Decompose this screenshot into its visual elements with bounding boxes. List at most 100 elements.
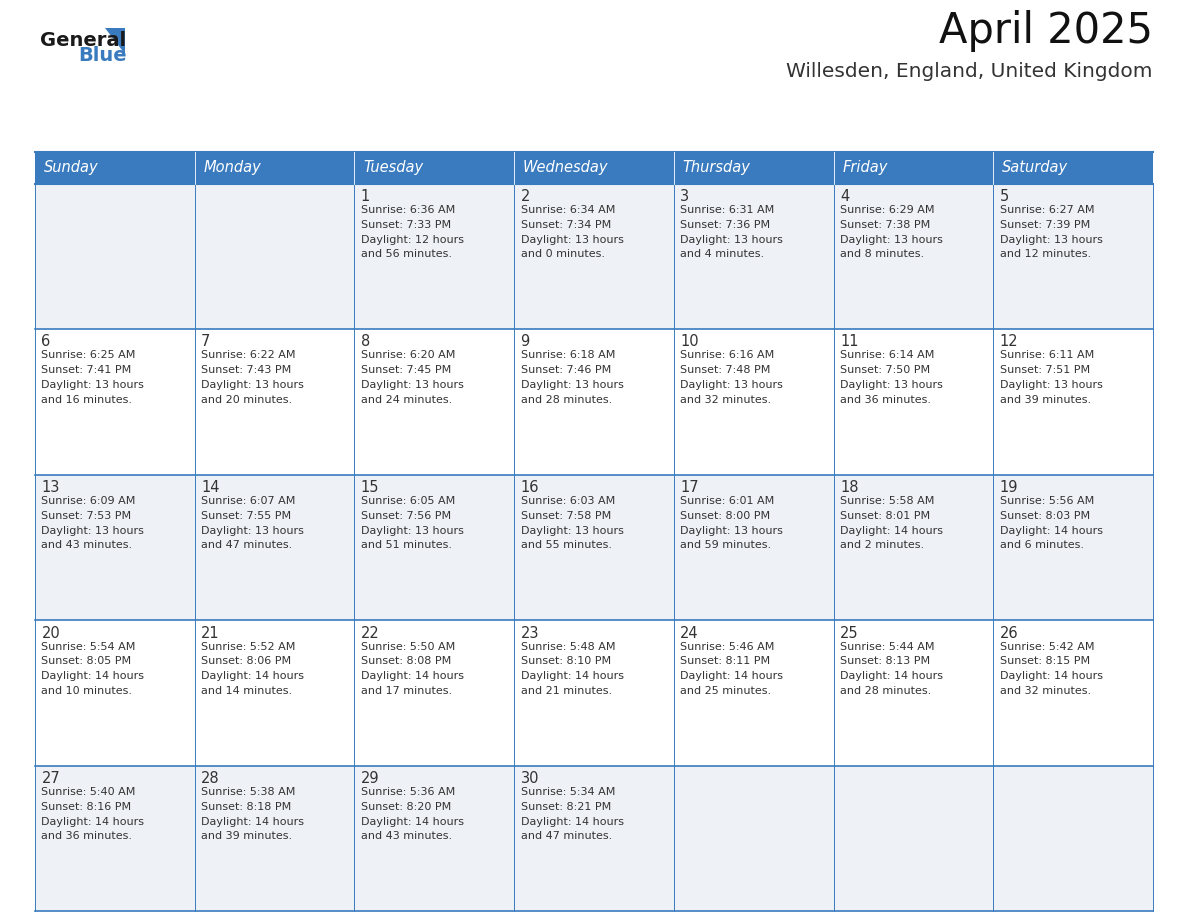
Bar [993,766,1154,911]
Text: and 39 minutes.: and 39 minutes. [999,395,1091,405]
Text: Willesden, England, United Kingdom: Willesden, England, United Kingdom [786,62,1154,81]
Bar [34,329,195,475]
Bar [34,475,195,620]
Text: 24: 24 [681,625,699,641]
Text: and 32 minutes.: and 32 minutes. [999,686,1091,696]
Text: Daylight: 13 hours: Daylight: 13 hours [681,235,783,244]
Bar [834,184,993,329]
Text: Daylight: 14 hours: Daylight: 14 hours [520,817,624,826]
Text: Sunset: 7:43 PM: Sunset: 7:43 PM [201,365,291,375]
Text: Sunset: 7:36 PM: Sunset: 7:36 PM [681,219,770,230]
Text: Sunset: 8:18 PM: Sunset: 8:18 PM [201,801,291,812]
Text: Sunset: 7:50 PM: Sunset: 7:50 PM [840,365,930,375]
Bar [834,620,993,766]
Text: Daylight: 14 hours: Daylight: 14 hours [42,671,145,681]
Bar [514,152,674,184]
Text: Daylight: 13 hours: Daylight: 13 hours [840,380,943,390]
Bar [514,184,674,329]
Bar [674,329,834,475]
Bar [674,475,834,620]
Text: Sunset: 7:56 PM: Sunset: 7:56 PM [361,510,451,521]
Text: and 39 minutes.: and 39 minutes. [201,832,292,842]
Text: Daylight: 14 hours: Daylight: 14 hours [42,817,145,826]
Text: 25: 25 [840,625,859,641]
Text: Daylight: 13 hours: Daylight: 13 hours [361,526,463,535]
Text: Sunrise: 6:25 AM: Sunrise: 6:25 AM [42,351,135,361]
Text: Sunrise: 5:38 AM: Sunrise: 5:38 AM [201,787,296,797]
Text: and 12 minutes.: and 12 minutes. [999,250,1091,260]
Text: Daylight: 14 hours: Daylight: 14 hours [361,671,463,681]
Text: Sunrise: 6:18 AM: Sunrise: 6:18 AM [520,351,615,361]
Text: Sunset: 7:53 PM: Sunset: 7:53 PM [42,510,132,521]
Bar [993,184,1154,329]
Text: Sunset: 8:15 PM: Sunset: 8:15 PM [999,656,1089,666]
Text: and 25 minutes.: and 25 minutes. [681,686,771,696]
Text: 3: 3 [681,189,689,204]
Text: Saturday: Saturday [1001,161,1068,175]
Bar [834,152,993,184]
Polygon shape [106,28,126,54]
Text: and 24 minutes.: and 24 minutes. [361,395,453,405]
Text: Daylight: 13 hours: Daylight: 13 hours [42,380,144,390]
Text: Wednesday: Wednesday [523,161,608,175]
Bar [514,475,674,620]
Text: and 16 minutes.: and 16 minutes. [42,395,132,405]
Bar [674,184,834,329]
Text: Sunset: 8:21 PM: Sunset: 8:21 PM [520,801,611,812]
Text: and 4 minutes.: and 4 minutes. [681,250,764,260]
Text: Sunrise: 5:40 AM: Sunrise: 5:40 AM [42,787,135,797]
Text: 11: 11 [840,334,859,350]
Text: Sunset: 8:06 PM: Sunset: 8:06 PM [201,656,291,666]
Text: and 59 minutes.: and 59 minutes. [681,541,771,551]
Text: Daylight: 14 hours: Daylight: 14 hours [840,671,943,681]
Text: Tuesday: Tuesday [364,161,423,175]
Text: and 14 minutes.: and 14 minutes. [201,686,292,696]
Text: and 47 minutes.: and 47 minutes. [520,832,612,842]
Text: Daylight: 13 hours: Daylight: 13 hours [42,526,144,535]
Bar [34,184,195,329]
Text: Sunset: 7:34 PM: Sunset: 7:34 PM [520,219,611,230]
Text: Daylight: 14 hours: Daylight: 14 hours [999,526,1102,535]
Text: Sunrise: 6:27 AM: Sunrise: 6:27 AM [999,205,1094,215]
Text: Sunrise: 5:42 AM: Sunrise: 5:42 AM [999,642,1094,652]
Text: Sunrise: 5:44 AM: Sunrise: 5:44 AM [840,642,935,652]
Text: Sunset: 7:48 PM: Sunset: 7:48 PM [681,365,771,375]
Bar [834,475,993,620]
Bar [195,184,354,329]
Text: Daylight: 14 hours: Daylight: 14 hours [201,817,304,826]
Text: and 43 minutes.: and 43 minutes. [361,832,451,842]
Text: Daylight: 13 hours: Daylight: 13 hours [681,526,783,535]
Text: 9: 9 [520,334,530,350]
Text: Sunset: 7:51 PM: Sunset: 7:51 PM [999,365,1089,375]
Bar [993,329,1154,475]
Bar [195,766,354,911]
Text: Sunrise: 6:03 AM: Sunrise: 6:03 AM [520,496,614,506]
Bar [834,329,993,475]
Text: Sunset: 8:16 PM: Sunset: 8:16 PM [42,801,132,812]
Text: Sunset: 7:38 PM: Sunset: 7:38 PM [840,219,930,230]
Text: Sunrise: 6:36 AM: Sunrise: 6:36 AM [361,205,455,215]
Bar [993,152,1154,184]
Bar [354,475,514,620]
Text: Daylight: 14 hours: Daylight: 14 hours [520,671,624,681]
Text: Sunrise: 6:01 AM: Sunrise: 6:01 AM [681,496,775,506]
Bar [993,475,1154,620]
Text: Sunrise: 5:46 AM: Sunrise: 5:46 AM [681,642,775,652]
Text: 19: 19 [999,480,1018,495]
Bar [34,620,195,766]
Text: 4: 4 [840,189,849,204]
Text: Daylight: 13 hours: Daylight: 13 hours [520,380,624,390]
Text: 18: 18 [840,480,859,495]
Text: Sunset: 8:01 PM: Sunset: 8:01 PM [840,510,930,521]
Text: Sunrise: 5:48 AM: Sunrise: 5:48 AM [520,642,615,652]
Text: Daylight: 13 hours: Daylight: 13 hours [520,235,624,244]
Text: Sunrise: 6:22 AM: Sunrise: 6:22 AM [201,351,296,361]
Text: Sunset: 7:46 PM: Sunset: 7:46 PM [520,365,611,375]
Text: 29: 29 [361,771,379,786]
Text: Daylight: 12 hours: Daylight: 12 hours [361,235,463,244]
Text: and 55 minutes.: and 55 minutes. [520,541,612,551]
Text: Sunrise: 6:34 AM: Sunrise: 6:34 AM [520,205,615,215]
Bar [195,152,354,184]
Bar [195,620,354,766]
Bar [674,766,834,911]
